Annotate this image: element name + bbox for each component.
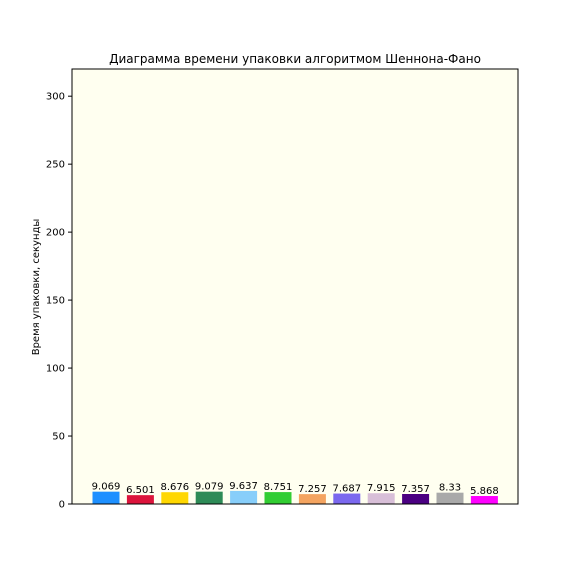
plot-frame <box>71 68 519 505</box>
bar-value-label: 9.079 <box>195 482 224 493</box>
bar-value-label: 6.501 <box>126 485 155 496</box>
bar-4 <box>195 491 223 504</box>
bar-7 <box>298 494 326 504</box>
bar-11 <box>436 492 464 504</box>
y-axis-ticks: 0 50 100 150 200 250 300 <box>46 92 72 511</box>
bar-8 <box>333 493 361 504</box>
bar-value-label: 8.751 <box>264 482 293 493</box>
bar-value-label: 5.868 <box>470 486 499 497</box>
y-tick-label: 250 <box>46 160 65 171</box>
bar-value-label: 7.257 <box>298 484 327 495</box>
bar-3 <box>161 492 189 504</box>
y-tick-label: 150 <box>46 296 65 307</box>
bar-value-label: 7.687 <box>332 484 361 495</box>
y-tick-label: 300 <box>46 92 65 103</box>
y-tick-label: 200 <box>46 228 65 239</box>
y-tick-label: 100 <box>46 364 65 375</box>
bar-2 <box>126 495 154 504</box>
plot-area <box>72 69 518 504</box>
data-labels-group: 9.069 6.501 8.676 9.079 9.637 8.751 7.257 7.687… <box>92 481 499 497</box>
bar-value-label: 8.676 <box>160 482 189 493</box>
bar-6 <box>264 492 292 504</box>
bar-9 <box>367 493 395 504</box>
bar-value-label: 9.069 <box>92 482 121 493</box>
bar-1 <box>92 491 120 504</box>
bar-value-label: 8.33 <box>439 483 461 494</box>
bar-value-label: 7.357 <box>401 484 430 495</box>
y-tick-label: 0 <box>59 500 65 511</box>
bar-12 <box>470 496 498 504</box>
bar-value-label: 7.915 <box>367 483 396 494</box>
bars-group <box>92 490 498 504</box>
bar-5 <box>230 490 258 504</box>
bar-10 <box>402 493 430 504</box>
y-axis-label: Время упаковки, секунды <box>31 219 42 356</box>
bar-value-label: 9.637 <box>229 481 258 492</box>
chart-title: Диаграмма времени упаковки алгоритмом Ше… <box>109 52 481 66</box>
y-tick-label: 50 <box>52 432 65 443</box>
